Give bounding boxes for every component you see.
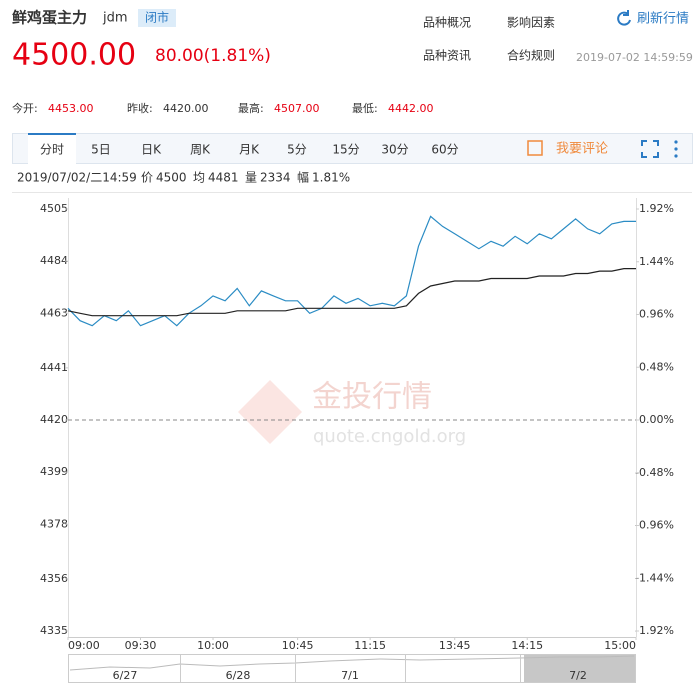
link[interactable]: 品种概况 <box>423 16 471 30</box>
watermark: quote.cngold.org <box>313 426 466 447</box>
tab[interactable]: 15分 <box>332 143 359 157</box>
quote-time: 2019-07-02 14:59:59 <box>576 51 693 64</box>
link[interactable]: 品种资讯 <box>423 49 471 63</box>
y-tick-label: 4484 <box>40 254 68 267</box>
y2-tick-label: -1.92% <box>635 624 674 637</box>
y2-tick-label: 0.00% <box>639 413 674 426</box>
tab[interactable]: 月K <box>239 143 260 157</box>
tab[interactable]: 30分 <box>381 143 408 157</box>
info-value: 4481 <box>208 171 239 185</box>
comment-icon[interactable] <box>527 140 543 156</box>
stat-value: 4453.00 <box>48 102 94 115</box>
x-tick-label: 11:15 <box>354 639 386 652</box>
y2-tick-label: -1.44% <box>635 571 674 584</box>
info-label: 均 <box>193 171 205 185</box>
refresh[interactable]: 刷新行情 <box>637 11 689 27</box>
navigator-window[interactable] <box>524 655 635 682</box>
navigator-line <box>69 655 635 671</box>
series-line <box>67 215 636 327</box>
navigator-date: 7/2 <box>569 669 587 682</box>
status: 闭市 <box>145 10 169 25</box>
stat-value: 4420.00 <box>163 102 209 115</box>
tab[interactable]: 日K <box>141 143 162 157</box>
info-label: 幅 <box>297 170 309 185</box>
y-tick-label: 4356 <box>40 572 68 585</box>
y-tick-label: 4420 <box>40 413 68 426</box>
contract-name: 鲜鸡蛋主力 <box>12 9 87 27</box>
link[interactable]: 影响因素 <box>507 15 555 30</box>
info-value: 4500 <box>156 171 187 185</box>
fullscreen-icon[interactable] <box>641 140 659 158</box>
y-tick-label: 4463 <box>40 306 68 319</box>
tab[interactable]: 5日 <box>91 143 111 157</box>
stat-label: 最低: <box>352 102 378 115</box>
x-tick-label: 13:45 <box>439 639 471 652</box>
status-badge <box>138 9 176 27</box>
y2-tick-label: -0.48% <box>635 466 674 479</box>
navigator-date: 6/28 <box>226 669 251 682</box>
tab[interactable]: 60分 <box>431 143 458 157</box>
tab-bar <box>12 133 693 164</box>
x-tick-label: 14:15 <box>511 639 543 652</box>
contract-code: jdm <box>102 11 128 26</box>
series-line <box>67 268 636 317</box>
y-tick-label: 4335 <box>40 624 68 637</box>
y-tick-label: 4378 <box>40 517 68 530</box>
x-tick-label: 09:00 <box>68 639 100 652</box>
stat-label: 今开: <box>12 101 38 115</box>
y2-tick-label: 0.48% <box>639 360 674 373</box>
watermark: 金投行情 <box>312 380 432 415</box>
stat-value: 4507.00 <box>274 102 320 115</box>
watermark-logo <box>238 380 302 444</box>
stat-value: 4442.00 <box>388 102 434 115</box>
x-tick-label: 10:45 <box>282 639 314 652</box>
navigator-date: 7/1 <box>341 669 359 682</box>
link[interactable]: 合约规则 <box>507 48 555 63</box>
comment[interactable]: 我要评论 <box>556 142 608 157</box>
y2-tick-label: 1.44% <box>639 255 674 268</box>
stat-label: 最高: <box>238 101 264 115</box>
price: 4500.00 <box>12 38 136 73</box>
y2-tick-label: -0.96% <box>635 519 674 532</box>
tab[interactable]: 5分 <box>287 143 307 157</box>
x-tick-label: 09:30 <box>125 639 157 652</box>
tab[interactable]: 分时 <box>40 143 64 157</box>
tab-active <box>28 134 76 164</box>
y-tick-label: 4505 <box>40 202 68 215</box>
tab-active-border <box>28 133 76 135</box>
y-tick-label: 4441 <box>40 361 68 374</box>
info-label: 量 <box>245 171 257 185</box>
navigator-date: 6/27 <box>113 669 138 682</box>
info-time: 2019/07/02/二14:59 <box>17 171 137 185</box>
x-tick-label: 15:00 <box>604 639 636 652</box>
stat-label: 昨收: <box>127 101 153 115</box>
info-label: 价 <box>141 171 153 185</box>
info-value: 2334 <box>260 171 291 185</box>
x-tick-label: 10:00 <box>197 639 229 652</box>
y2-tick-label: 0.96% <box>639 308 674 321</box>
change: 80.00(1.81%) <box>155 46 271 66</box>
y-tick-label: 4399 <box>40 465 68 478</box>
more-icon[interactable] <box>674 140 678 158</box>
refresh-icon[interactable] <box>617 10 631 26</box>
info-value: 1.81% <box>312 171 350 185</box>
tab[interactable]: 周K <box>190 143 211 157</box>
y2-tick-label: 1.92% <box>639 202 674 215</box>
